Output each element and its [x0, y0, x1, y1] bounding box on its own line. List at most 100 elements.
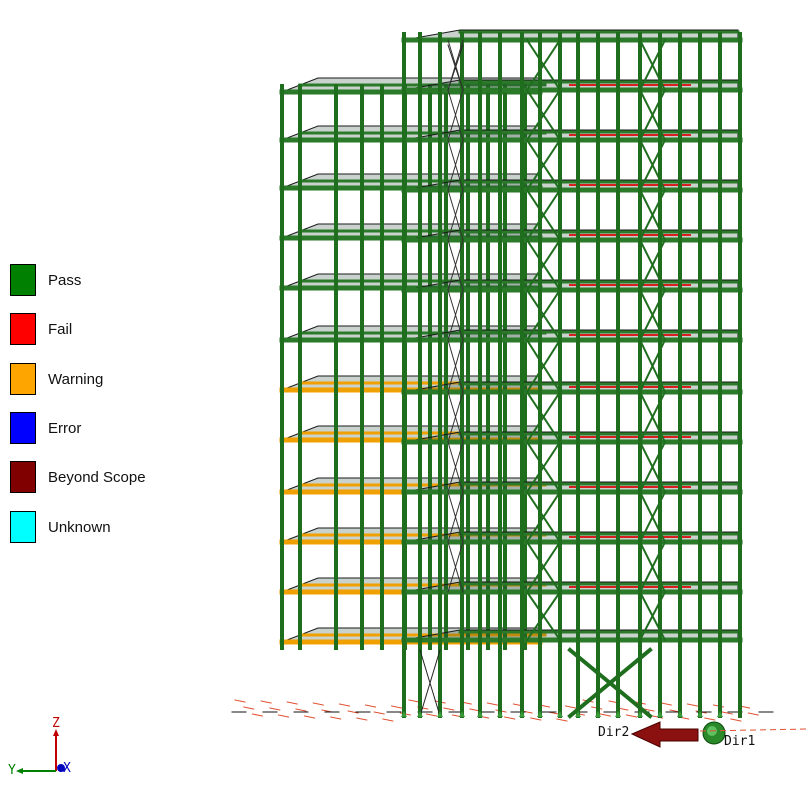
pass-swatch-icon: [10, 264, 36, 296]
ground-hatch: [704, 717, 716, 721]
legend-label-unknown: Unknown: [48, 518, 111, 536]
brace-light: [447, 89, 464, 141]
brace-light: [447, 289, 464, 341]
ground-hatch: [277, 714, 290, 718]
legend-item-beyond-scope: Beyond Scope: [10, 459, 210, 495]
legend-item-fail: Fail: [10, 311, 210, 347]
ground-plane: [231, 699, 774, 722]
ground-hatch: [391, 705, 403, 709]
brace: [525, 440, 562, 494]
error-swatch-icon: [10, 412, 36, 444]
ground-hatch: [565, 705, 577, 709]
brace: [638, 188, 667, 242]
axis-y-label: Y: [8, 763, 16, 778]
ground-hatch: [234, 699, 246, 703]
ground-hatch: [243, 706, 255, 710]
ground-hatch: [747, 712, 759, 716]
dir1-arrow-icon[interactable]: Dir1: [699, 721, 809, 749]
brace: [638, 338, 667, 394]
brace: [525, 188, 562, 242]
ground-hatch: [338, 703, 350, 707]
ground-hatch: [347, 710, 359, 714]
ground-hatch: [286, 701, 298, 705]
brace: [567, 647, 653, 719]
unknown-swatch-icon: [10, 511, 36, 543]
support-marker: [657, 711, 663, 717]
dir2-label: Dir2: [598, 725, 629, 740]
support-marker: [615, 711, 621, 717]
legend-label-fail: Fail: [48, 320, 73, 338]
ground-hatch: [599, 713, 611, 717]
dir2-arrow-icon[interactable]: Dir2: [598, 721, 699, 748]
brace: [638, 490, 667, 544]
brace-light: [419, 649, 441, 717]
support-marker: [459, 711, 465, 717]
legend-label-error: Error: [48, 419, 82, 437]
dir1-label: Dir1: [724, 734, 755, 749]
ground-hatch: [486, 702, 498, 706]
ground-hatch: [304, 715, 316, 719]
ground-hatch: [408, 699, 420, 703]
brace: [638, 38, 667, 92]
legend-label-warning: Warning: [48, 370, 104, 388]
ground-hatch: [530, 717, 542, 721]
brace: [638, 238, 667, 292]
ground-hatch: [330, 716, 342, 720]
brace-light: [447, 541, 464, 593]
ground-hatch: [443, 707, 455, 711]
support-marker: [401, 711, 407, 717]
building-frame-model[interactable]: [279, 29, 743, 719]
legend-label-pass: Pass: [48, 271, 82, 289]
brace: [525, 88, 562, 142]
support-marker: [717, 711, 723, 717]
ground-hatch: [251, 713, 263, 717]
support-marker: [637, 711, 643, 717]
ground-hatch: [625, 714, 638, 718]
ground-hatch: [356, 717, 368, 721]
brace: [525, 238, 562, 292]
support-marker: [575, 711, 581, 717]
brace: [525, 590, 562, 642]
beyond-scope-swatch-icon: [10, 461, 36, 493]
ground-hatch: [269, 707, 281, 711]
brace: [525, 288, 562, 342]
brace-light: [447, 39, 464, 91]
ground-hatch: [382, 718, 394, 722]
brace: [638, 88, 667, 142]
legend-item-pass: Pass: [10, 262, 210, 298]
legend-label-beyond-scope: Beyond Scope: [48, 468, 146, 486]
brace: [525, 540, 562, 594]
support-marker: [497, 711, 503, 717]
legend-item-error: Error: [10, 410, 210, 446]
brace: [638, 288, 667, 342]
support-marker: [519, 711, 525, 717]
brace: [638, 590, 667, 642]
brace: [525, 338, 562, 394]
support-marker: [677, 711, 683, 717]
axis-triad: Z Y X: [8, 716, 71, 778]
axis-z-label: Z: [52, 716, 60, 731]
ground-hatch: [556, 718, 568, 722]
axis-x-label: X: [63, 761, 71, 776]
brace-light: [447, 339, 464, 393]
support-marker: [557, 711, 563, 717]
ground-hatch: [425, 713, 437, 717]
brace: [638, 440, 667, 494]
brace: [638, 540, 667, 594]
brace-light: [447, 189, 464, 241]
brace-light: [447, 441, 464, 493]
brace: [638, 390, 667, 444]
ground-hatch: [260, 700, 272, 704]
support-marker: [477, 711, 483, 717]
support-marker: [437, 711, 443, 717]
warning-swatch-icon: [10, 363, 36, 395]
support-marker: [417, 711, 423, 717]
support-marker: [537, 711, 543, 717]
brace-light: [447, 491, 464, 543]
legend-item-unknown: Unknown: [10, 509, 210, 545]
ground-hatch: [373, 711, 385, 715]
ground-hatch: [312, 702, 324, 706]
ground-hatch: [504, 716, 516, 720]
support-marker: [697, 711, 703, 717]
